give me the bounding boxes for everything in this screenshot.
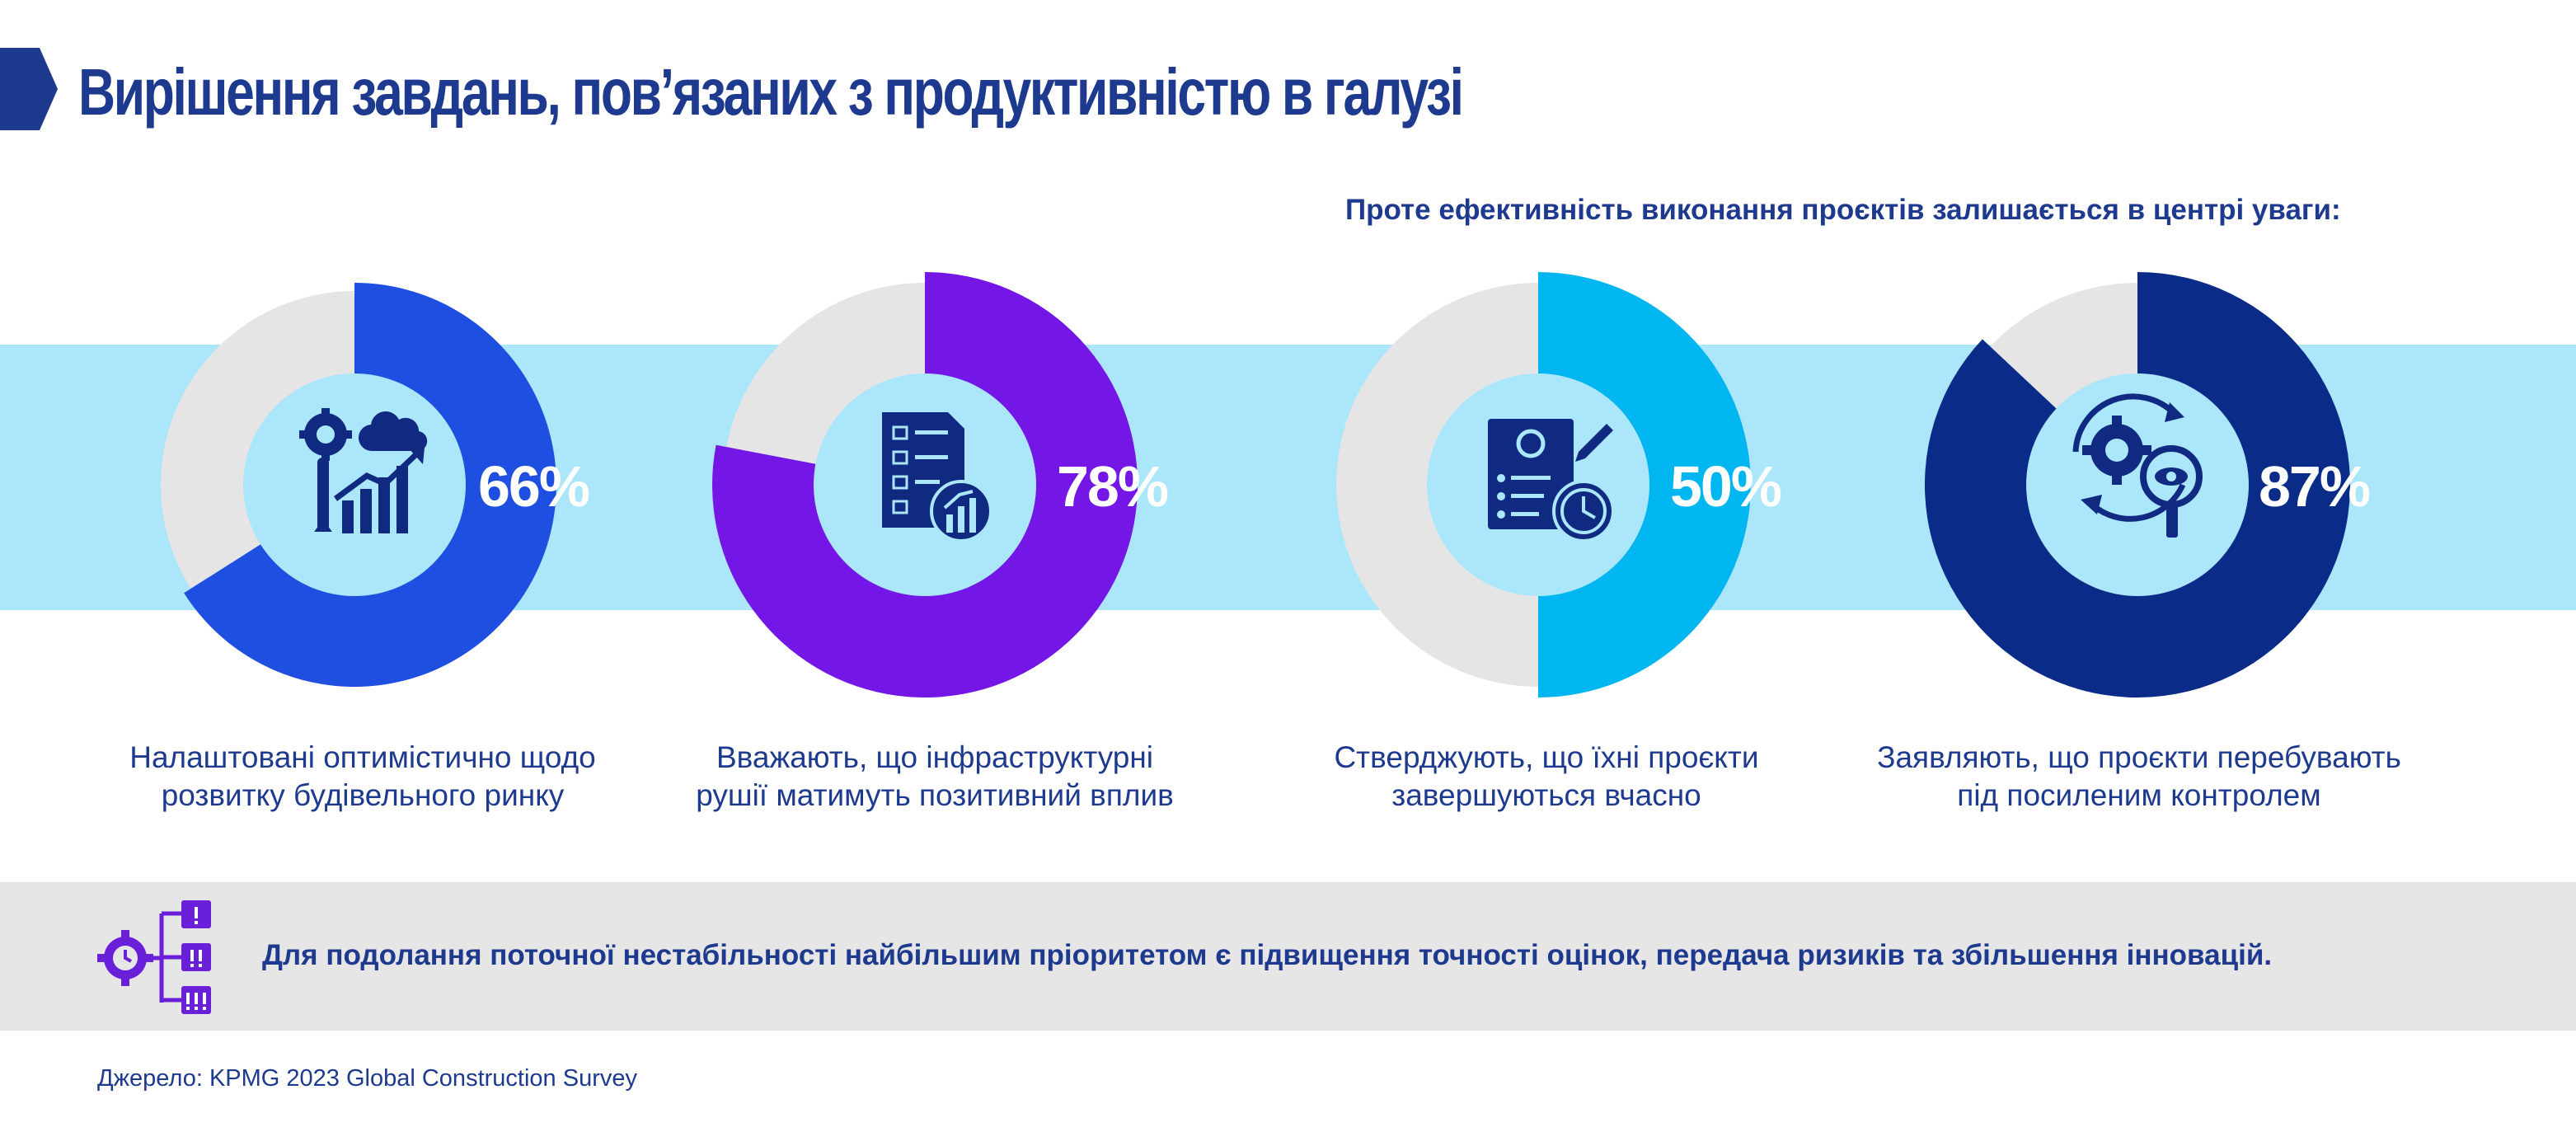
donut-3-caption: Стверджують, що їхні проєкти завершуютьс… [1283, 739, 1810, 815]
donut-4-caption: Заявляють, що проєкти перебувають під по… [1875, 739, 2403, 815]
donut-3-percent-label: 50% [1670, 454, 1781, 519]
donut-3-caption-line-1: Стверджують, що їхні проєкти [1334, 740, 1759, 774]
priority-note-text: Для подолання поточної нестабільності на… [262, 939, 2273, 971]
page-title: Вирішення завдань, пов’язаних з продукти… [78, 55, 1464, 129]
document-clock-icon [1488, 419, 1615, 542]
donut-1-caption-line-1: Налаштовані оптимістично щодо [129, 740, 596, 774]
donut-1-percent-label: 66% [478, 454, 589, 519]
gear-priority-list-icon [97, 900, 211, 1014]
title-tab-marker [0, 48, 58, 130]
donut-charts: 66% 78% [161, 272, 2372, 697]
gear-eye-monitoring-icon [2072, 393, 2203, 538]
priority-note-bar [0, 882, 2576, 1031]
donut-chart-1: 66% [161, 283, 591, 687]
donut-4-caption-line-2: під посиленим контролем [1957, 778, 2321, 812]
donut-1-caption-line-2: розвитку будівельного ринку [161, 778, 565, 812]
donut-2-caption-line-2: рушії матимуть позитивний вплив [696, 778, 1174, 812]
donut-2-caption-line-1: Вважають, що інфраструктурні [716, 740, 1154, 774]
donut-1-caption: Налаштовані оптимістично щодо розвитку б… [99, 739, 626, 815]
donut-chart-3: 50% [1336, 272, 1783, 697]
section-subtitle: Проте ефективність виконання проєктів за… [1345, 194, 2341, 226]
gear-wrench-chart-icon [299, 408, 428, 533]
donut-chart-2: 78% [712, 272, 1170, 697]
donut-2-percent-label: 78% [1057, 454, 1168, 519]
source-note: Джерело: KPMG 2023 Global Construction S… [97, 1065, 637, 1092]
donut-chart-4: 87% [1924, 272, 2372, 697]
donut-2-caption: Вважають, що інфраструктурні рушії матим… [671, 739, 1199, 815]
donut-4-percent-label: 87% [2259, 454, 2370, 519]
donut-3-caption-line-2: завершуються вчасно [1391, 778, 1701, 812]
donut-4-hole [2026, 373, 2249, 596]
checklist-report-icon [882, 412, 992, 542]
donut-4-caption-line-1: Заявляють, що проєкти перебувають [1877, 740, 2401, 774]
